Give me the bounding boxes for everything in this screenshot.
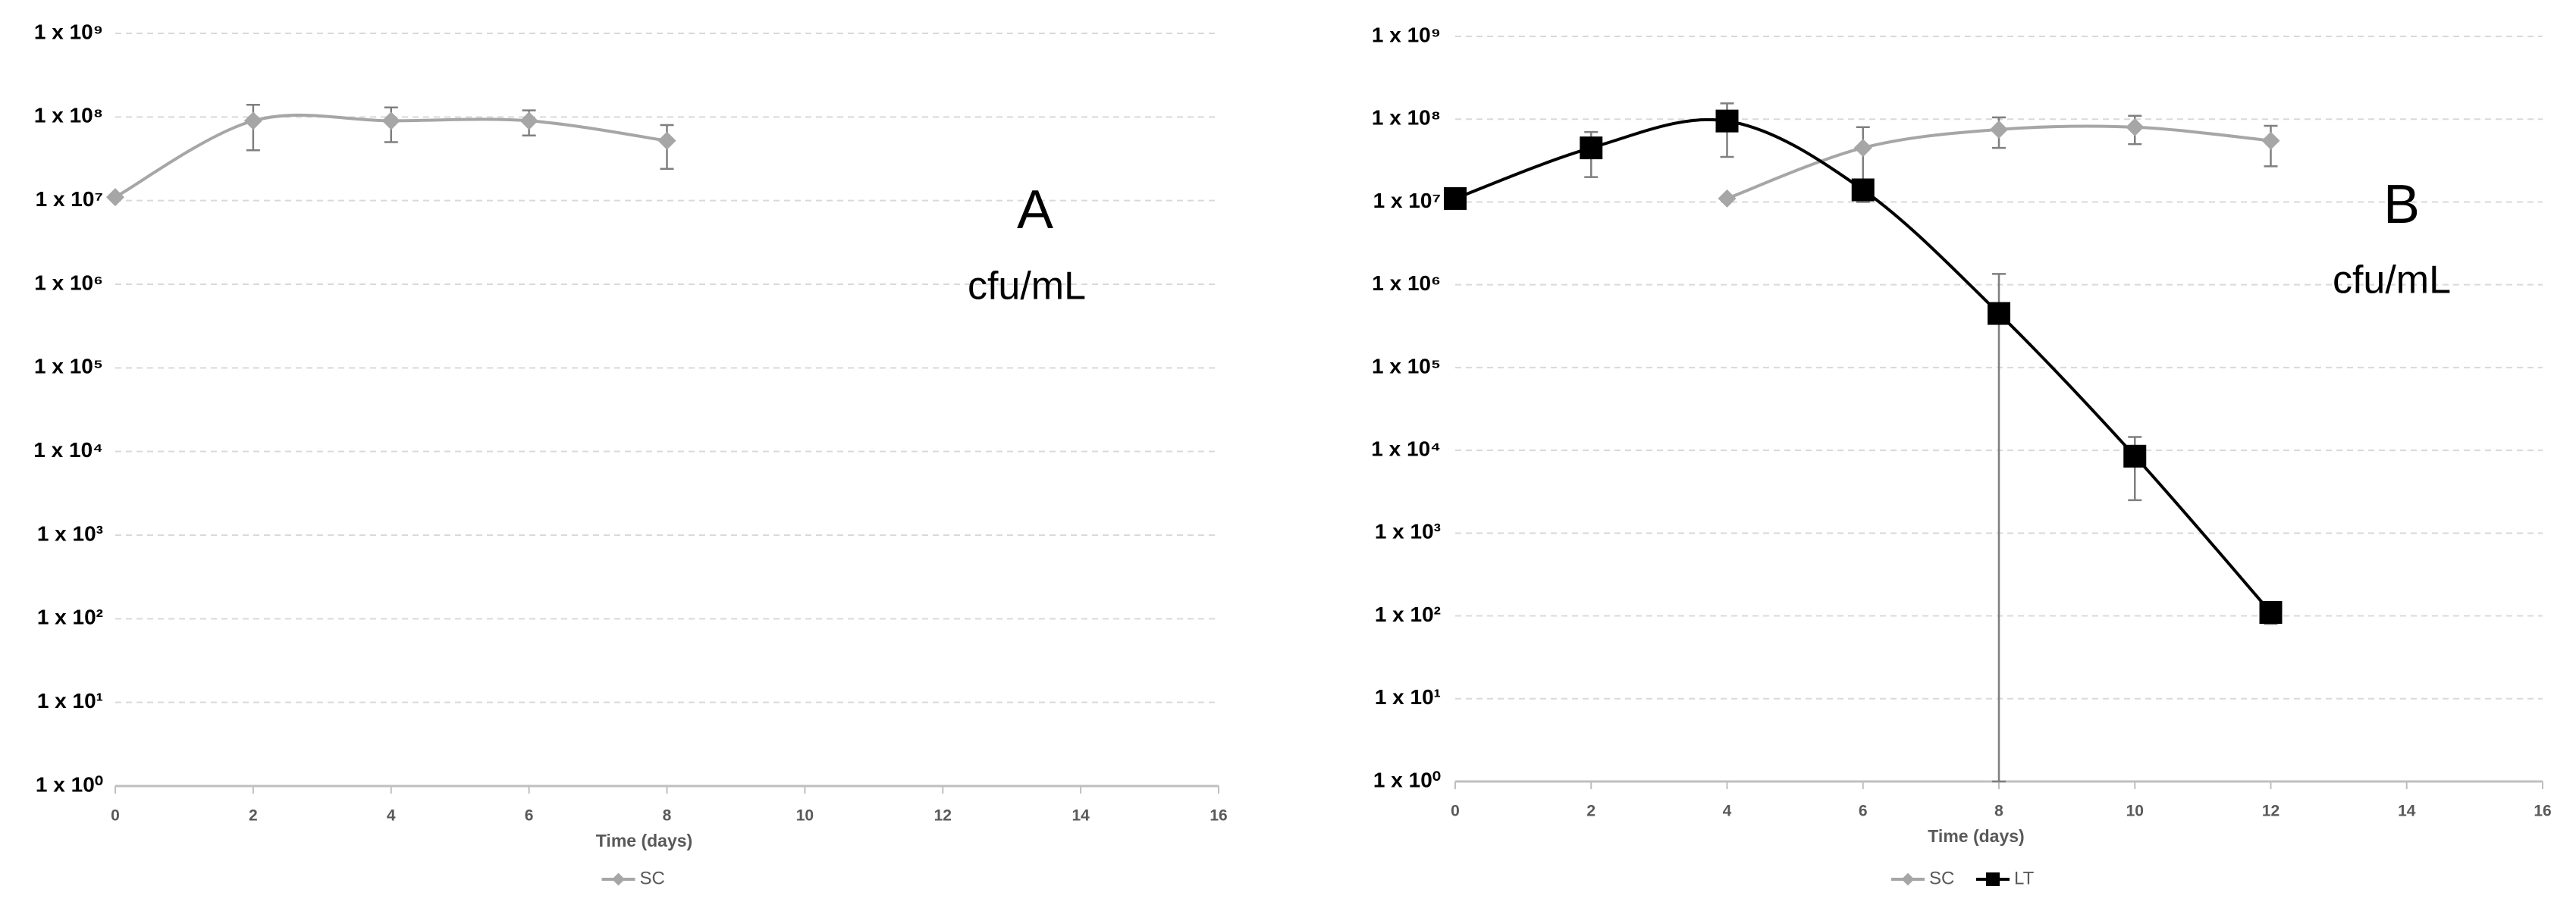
marker [657, 131, 676, 150]
y-tick-label: 1 x 10⁶ [34, 271, 103, 294]
legend-marker [1986, 872, 2000, 886]
x-tick-label: 4 [387, 807, 396, 825]
y-tick-label: 1 x 10⁹ [34, 20, 103, 43]
y-tick-label: 1 x 10⁴ [1371, 437, 1441, 461]
marker [1851, 178, 1875, 202]
error-bar [1992, 273, 2006, 783]
x-tick-label: 0 [111, 807, 120, 825]
y-tick-label: 1 x 10⁰ [1373, 768, 1441, 791]
legend-item: LT [1976, 868, 2035, 888]
y-tick-label: 1 x 10⁶ [1372, 271, 1441, 295]
marker [2123, 444, 2147, 468]
x-tick-label: 0 [1451, 803, 1460, 820]
x-tick-label: 4 [1723, 803, 1732, 820]
y-tick-label: 1 x 10² [1375, 603, 1441, 626]
y-tick-label: 1 x 10¹ [37, 689, 103, 713]
y-tick-label: 1 x 10⁸ [34, 104, 103, 127]
x-tick-label: 16 [1210, 807, 1227, 825]
legend-label: LT [2014, 868, 2035, 888]
marker [1718, 189, 1737, 208]
legend-label: SC [640, 868, 665, 888]
marker [243, 111, 262, 130]
legend-item: SC [1891, 868, 1954, 888]
marker [1853, 139, 1872, 158]
x-tick-label: 14 [1072, 807, 1090, 825]
legend-marker [612, 872, 625, 886]
x-tick-label: 12 [2262, 803, 2279, 820]
marker [381, 111, 400, 130]
x-tick-label: 2 [249, 807, 258, 825]
x-axis-title: Time (days) [596, 831, 692, 850]
x-tick-label: 2 [1586, 803, 1595, 820]
y-tick-label: 1 x 10³ [1375, 520, 1441, 543]
legend-label: SC [1929, 868, 1954, 888]
x-tick-label: 10 [2126, 803, 2144, 820]
marker [1990, 120, 2008, 139]
y-tick-label: 1 x 10⁵ [34, 355, 103, 378]
x-tick-label: 6 [1859, 803, 1868, 820]
panel: 1 x 10⁰ 1 x 10¹ 1 x 10² 1 x 10³ 1 x 10⁴ 1 x 1… [1371, 23, 2551, 888]
marker [1715, 109, 1739, 133]
y-tick-label: 1 x 10⁰ [36, 772, 103, 796]
marker [1580, 136, 1603, 160]
y-tick-label: 1 x 10⁹ [1372, 23, 1441, 46]
legend-item: SC [601, 868, 665, 888]
x-tick-label: 8 [1994, 803, 2003, 820]
x-tick-label: 6 [525, 807, 534, 825]
unit-label: cfu/mL [2333, 258, 2451, 302]
unit-label: cfu/mL [968, 265, 1086, 308]
marker [1444, 186, 1467, 210]
legend-marker [1901, 872, 1915, 886]
x-tick-label: 14 [2398, 803, 2416, 820]
x-tick-label: 10 [796, 807, 814, 825]
marker [2126, 117, 2145, 136]
y-tick-label: 1 x 10¹ [1375, 685, 1441, 709]
marker [519, 111, 538, 130]
marker [1988, 302, 2010, 325]
y-tick-label: 1 x 10⁴ [33, 438, 103, 462]
x-tick-label: 12 [934, 807, 952, 825]
y-tick-label: 1 x 10³ [37, 521, 103, 545]
y-tick-label: 1 x 10⁸ [1372, 106, 1441, 130]
marker [2261, 131, 2280, 150]
y-tick-label: 1 x 10⁷ [36, 187, 103, 211]
panel-label: A [1017, 180, 1053, 240]
x-axis-title: Time (days) [1928, 826, 2024, 846]
marker [106, 188, 124, 207]
y-tick-label: 1 x 10⁵ [1372, 354, 1441, 377]
panel: 1 x 10⁰ 1 x 10¹ 1 x 10² 1 x 10³ 1 x 10⁴ 1 x 1… [33, 20, 1227, 888]
y-tick-label: 1 x 10² [37, 606, 103, 629]
x-tick-label: 16 [2534, 803, 2551, 820]
y-tick-label: 1 x 10⁷ [1373, 189, 1441, 212]
marker [2259, 601, 2283, 625]
x-tick-label: 8 [663, 807, 672, 825]
panel-label: B [2383, 174, 2420, 235]
